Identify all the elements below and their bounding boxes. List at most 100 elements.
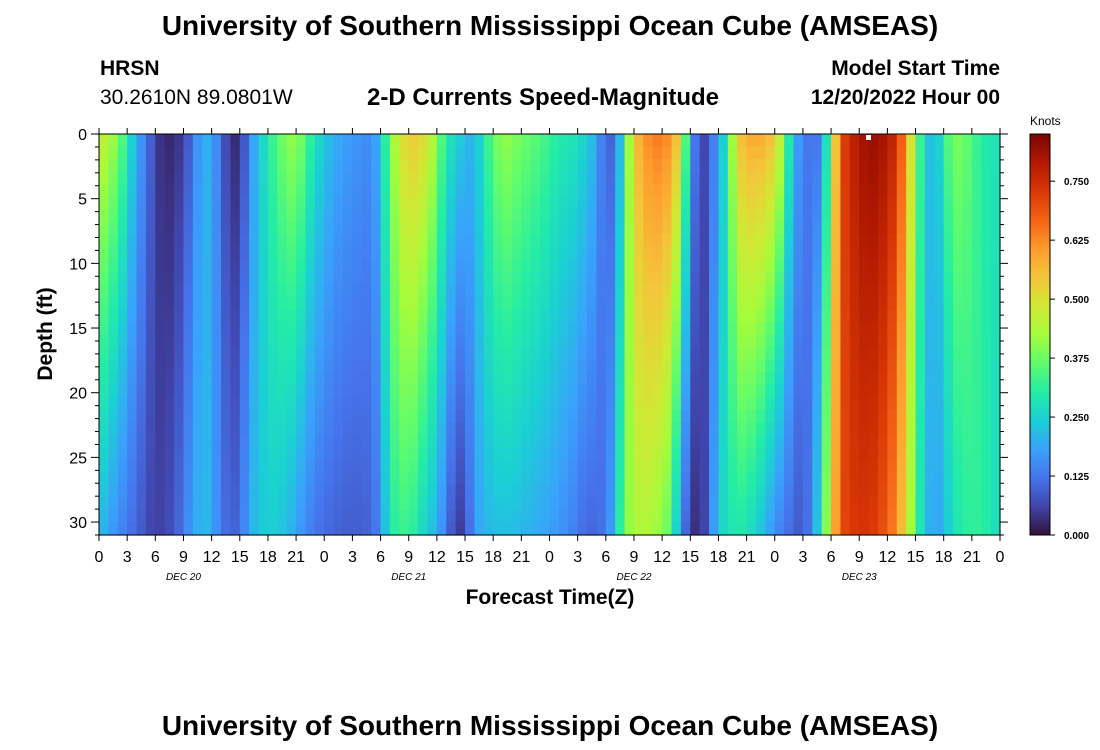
- heat-cell: [343, 271, 354, 285]
- heat-cell: [765, 422, 776, 436]
- heat-cell: [483, 309, 494, 323]
- heat-cell: [587, 209, 598, 223]
- heat-cell: [793, 221, 804, 235]
- heat-cell: [615, 296, 626, 311]
- heat-cell: [577, 484, 588, 499]
- heat-cell: [793, 497, 804, 511]
- heat-cell: [887, 221, 898, 235]
- heat-cell: [521, 334, 532, 348]
- heat-cell: [221, 196, 231, 210]
- heat-cell: [352, 309, 363, 323]
- heat-cell: [436, 146, 447, 160]
- heat-cell: [202, 159, 213, 173]
- heat-cell: [718, 472, 729, 486]
- heat-cell: [446, 484, 457, 499]
- heat-cell: [774, 234, 785, 248]
- heat-cell: [211, 196, 222, 210]
- heat-cell: [277, 146, 288, 160]
- heat-cell: [145, 459, 156, 473]
- heat-cell: [943, 271, 954, 285]
- heat-cell: [380, 246, 391, 260]
- heat-cell: [258, 472, 269, 486]
- heat-cell: [802, 372, 813, 386]
- heat-cell: [737, 309, 748, 323]
- heat-cell: [286, 309, 297, 323]
- heat-cell: [906, 271, 917, 285]
- heat-cell: [117, 309, 128, 323]
- heat-cell: [709, 372, 720, 386]
- heat-cell: [887, 146, 898, 160]
- heat-cell: [502, 422, 513, 436]
- heat-cell: [774, 196, 785, 210]
- heat-cell: [877, 134, 888, 148]
- heat-cell: [380, 221, 391, 235]
- heat-cell: [802, 321, 813, 336]
- heat-cell: [408, 271, 419, 285]
- heat-cell: [662, 234, 673, 248]
- heat-cell: [99, 309, 109, 323]
- heat-cell: [286, 271, 297, 285]
- heat-cell: [399, 347, 410, 361]
- heat-cell: [164, 246, 175, 260]
- heat-cell: [511, 184, 522, 198]
- heat-cell: [605, 296, 616, 311]
- heat-cell: [296, 196, 307, 210]
- heat-cell: [746, 347, 757, 361]
- heat-cell: [596, 397, 607, 411]
- heat-cell: [502, 509, 513, 524]
- heat-cell: [755, 209, 766, 223]
- heat-cell: [333, 259, 344, 273]
- heat-cell: [737, 209, 748, 223]
- heat-cell: [511, 134, 522, 148]
- heat-cell: [99, 459, 109, 473]
- heat-cell: [784, 459, 795, 473]
- heat-cell: [849, 434, 860, 448]
- heat-cell: [418, 509, 429, 524]
- heat-cell: [164, 509, 175, 524]
- heat-cell: [971, 497, 982, 511]
- heat-cell: [446, 271, 457, 285]
- heat-cell: [953, 221, 964, 235]
- heat-cell: [352, 522, 363, 536]
- heat-cell: [164, 209, 175, 223]
- heat-cell: [202, 472, 213, 486]
- heat-cell: [192, 422, 203, 436]
- heat-cell: [99, 434, 109, 448]
- heat-cell: [934, 522, 945, 536]
- heat-cell: [934, 159, 945, 173]
- heat-cell: [324, 447, 335, 461]
- heat-cell: [427, 184, 438, 198]
- heat-cell: [802, 209, 813, 223]
- heat-cell: [774, 221, 785, 235]
- heat-cell: [352, 384, 363, 398]
- heat-cell: [418, 234, 429, 248]
- heat-cell: [408, 321, 419, 336]
- heat-cell: [296, 234, 307, 248]
- heat-cell: [990, 509, 1001, 524]
- heat-cell: [474, 196, 485, 210]
- x-tick-label: 0: [320, 549, 329, 566]
- heat-cell: [680, 447, 691, 461]
- heat-cell: [568, 447, 579, 461]
- heat-cell: [511, 196, 522, 210]
- heat-cell: [249, 384, 260, 398]
- heat-cell: [474, 447, 485, 461]
- heat-cell: [343, 522, 354, 536]
- heat-cell: [380, 171, 391, 185]
- heat-cell: [305, 246, 316, 260]
- heat-cell: [183, 459, 194, 473]
- heat-cell: [896, 309, 907, 323]
- heat-cell: [230, 372, 241, 386]
- heat-cell: [352, 134, 363, 148]
- heat-cell: [239, 284, 250, 298]
- heat-cell: [971, 296, 982, 311]
- heat-cell: [755, 296, 766, 311]
- heat-cell: [380, 472, 391, 486]
- heat-cell: [380, 259, 391, 273]
- heat-cell: [267, 134, 278, 148]
- heat-cell: [286, 246, 297, 260]
- heat-cell: [831, 271, 842, 285]
- heat-cell: [155, 447, 166, 461]
- heat-cell: [221, 209, 231, 223]
- heat-cell: [305, 284, 316, 298]
